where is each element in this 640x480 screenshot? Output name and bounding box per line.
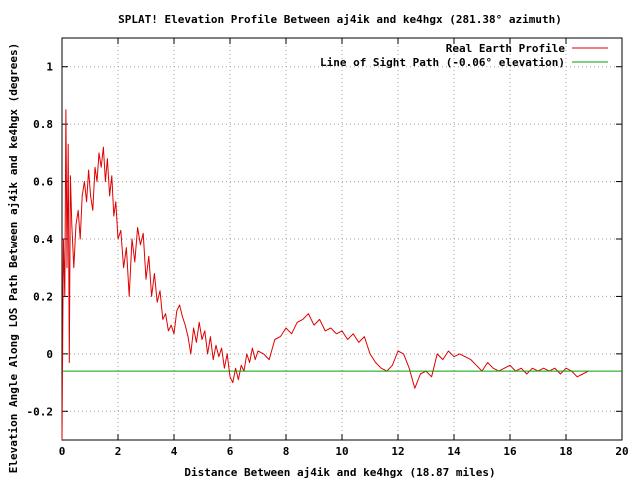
y-tick-label-1: 0 <box>46 348 53 361</box>
y-axis-label: Elevation Angle Along LOS Path Between a… <box>7 43 20 473</box>
x-tick-label-7: 14 <box>447 445 461 458</box>
x-tick-label-0: 0 <box>59 445 66 458</box>
x-tick-label-4: 8 <box>283 445 290 458</box>
x-tick-label-8: 16 <box>503 445 517 458</box>
grid-lines <box>62 38 622 440</box>
x-tick-label-1: 2 <box>115 445 122 458</box>
axis-ticks <box>61 38 623 440</box>
legend-label-line-of-sight-path: Line of Sight Path (-0.06° elevation) <box>320 56 565 69</box>
legend: Real Earth Profile Line of Sight Path (-… <box>320 42 608 69</box>
y-tick-labels: -0.2 0 0.2 0.4 0.6 0.8 1 <box>27 61 54 419</box>
x-tick-label-10: 20 <box>615 445 628 458</box>
y-tick-label-3: 0.4 <box>33 233 53 246</box>
y-tick-label-0: -0.2 <box>27 405 54 418</box>
chart-title: SPLAT! Elevation Profile Between aj4ik a… <box>118 13 562 26</box>
real-earth-profile-line <box>61 109 589 441</box>
y-tick-label-6: 1 <box>46 61 53 74</box>
series-layer <box>61 109 622 441</box>
x-tick-label-9: 18 <box>559 445 572 458</box>
x-tick-label-6: 12 <box>391 445 404 458</box>
x-axis-label: Distance Between aj4ik and ke4hgx (18.87… <box>184 466 495 479</box>
x-tick-label-2: 4 <box>171 445 178 458</box>
legend-label-real-earth-profile: Real Earth Profile <box>446 42 566 55</box>
y-tick-label-2: 0.2 <box>33 290 53 303</box>
y-tick-label-4: 0.6 <box>33 176 53 189</box>
x-tick-label-3: 6 <box>227 445 234 458</box>
x-tick-labels: 0 2 4 6 8 10 12 14 16 18 20 <box>59 445 629 458</box>
y-tick-label-5: 0.8 <box>33 118 53 131</box>
x-tick-label-5: 10 <box>335 445 348 458</box>
